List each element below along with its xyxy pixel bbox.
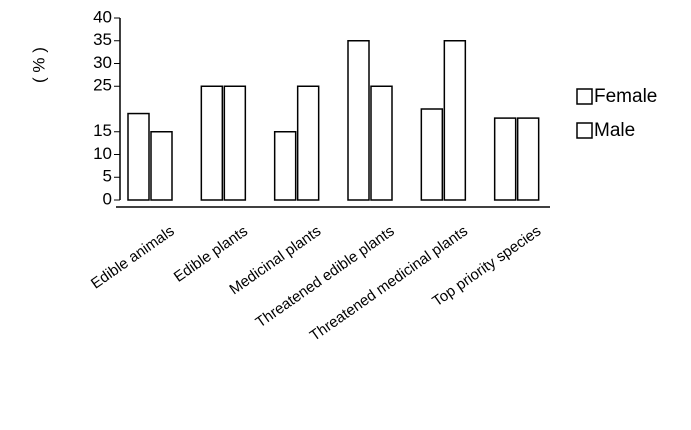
y-tick-label: 10 (93, 144, 112, 163)
legend-label: Female (594, 86, 657, 107)
legend-swatch (576, 88, 593, 105)
bar (296, 85, 320, 201)
bar (370, 85, 393, 201)
y-axis-label: ( % ) (29, 47, 48, 83)
bar (420, 108, 444, 201)
bar (273, 131, 297, 201)
y-tick-label: 25 (93, 76, 112, 95)
bar (443, 40, 467, 201)
y-tick-label: 0 (103, 189, 112, 208)
bar (223, 85, 247, 201)
bar (150, 131, 173, 201)
x-tick-label: Edible animals (88, 223, 178, 293)
y-tick-label: 5 (103, 167, 112, 186)
legend-swatch (576, 122, 593, 139)
y-tick-label: 40 (93, 7, 112, 26)
bar (516, 117, 540, 201)
x-tick-label: Threatened edible plants (253, 223, 398, 332)
y-tick-label: 35 (93, 30, 112, 49)
y-tick-label: 15 (93, 121, 112, 140)
legend-label: Male (594, 120, 635, 141)
y-tick-label: 30 (93, 53, 112, 72)
bar (127, 112, 150, 201)
bar (493, 117, 517, 201)
bar (200, 85, 224, 201)
bar (347, 40, 370, 201)
